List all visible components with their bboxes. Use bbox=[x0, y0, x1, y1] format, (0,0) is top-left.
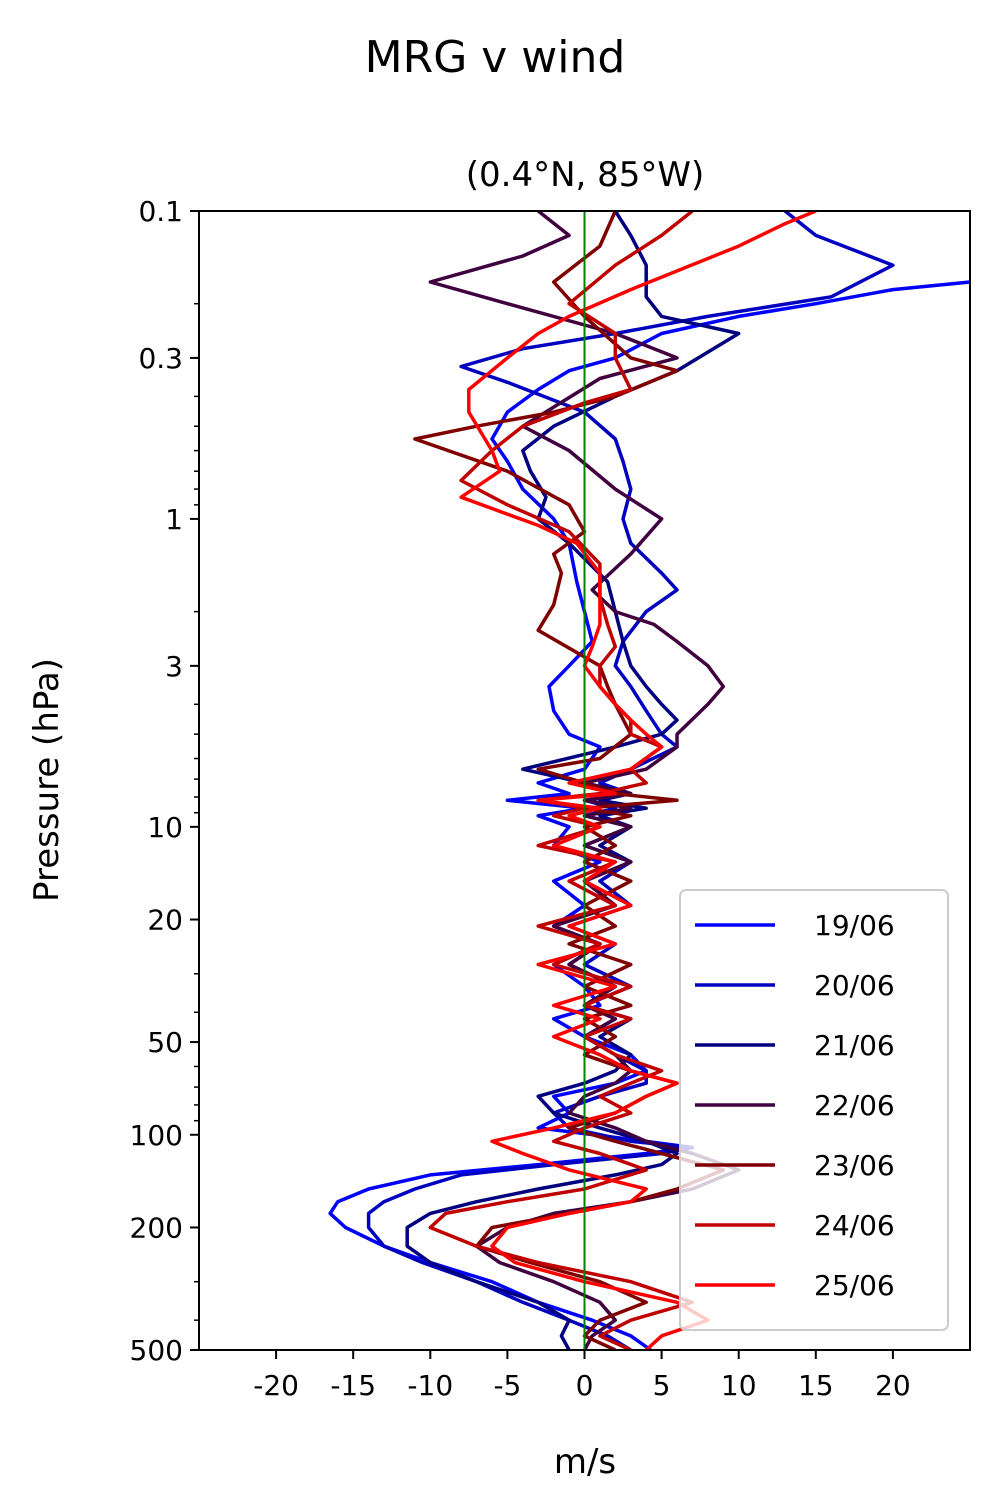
series-line-5 bbox=[413, 211, 726, 1350]
chart-title: (0.4°N, 85°W) bbox=[466, 155, 705, 195]
x-tick-label: -10 bbox=[407, 1369, 453, 1402]
y-axis-label: Pressure (hPa) bbox=[27, 658, 67, 902]
chart-suptitle: MRG v wind bbox=[365, 32, 626, 83]
legend-label: 23/06 bbox=[814, 1149, 895, 1182]
legend-label: 22/06 bbox=[814, 1089, 895, 1122]
y-tick-label: 20 bbox=[147, 904, 183, 937]
series-line-7 bbox=[459, 211, 817, 1350]
x-axis-ticks: -20 -15 -10 -5 0 5 10 15 20 bbox=[253, 1350, 911, 1402]
plot-frame bbox=[198, 210, 971, 1351]
y-tick-label: 50 bbox=[147, 1026, 183, 1059]
x-tick-label: 10 bbox=[721, 1369, 757, 1402]
legend: 19/06 20/06 21/06 22/06 23/06 24/06 25/06 bbox=[679, 889, 949, 1331]
legend-label: 25/06 bbox=[814, 1269, 895, 1302]
y-tick-label: 500 bbox=[130, 1334, 183, 1367]
y-axis-ticks: 0.1 0.3 1 3 10 20 50 100 200 500 bbox=[130, 195, 199, 1367]
series-line-3 bbox=[405, 211, 741, 1350]
x-tick-label: -5 bbox=[493, 1369, 521, 1402]
legend-label: 21/06 bbox=[814, 1029, 895, 1062]
y-tick-label: 0.3 bbox=[138, 342, 183, 375]
y-tick-label: 3 bbox=[165, 650, 183, 683]
y-tick-label: 100 bbox=[130, 1119, 183, 1152]
x-tick-label: -20 bbox=[253, 1369, 299, 1402]
y-tick-label: 1 bbox=[165, 503, 183, 536]
legend-box bbox=[679, 889, 949, 1331]
y-tick-label: 10 bbox=[147, 811, 183, 844]
y-tick-label: 0.1 bbox=[138, 195, 183, 228]
x-tick-label: 20 bbox=[875, 1369, 911, 1402]
x-axis-label: m/s bbox=[554, 1442, 616, 1482]
legend-label: 19/06 bbox=[814, 909, 895, 942]
x-tick-label: 0 bbox=[576, 1369, 594, 1402]
legend-label: 24/06 bbox=[814, 1209, 895, 1242]
series-line-1 bbox=[328, 280, 970, 1350]
x-tick-label: 5 bbox=[653, 1369, 671, 1402]
legend-label: 20/06 bbox=[814, 969, 895, 1002]
y-tick-label: 200 bbox=[130, 1211, 183, 1244]
x-tick-label: -15 bbox=[330, 1369, 376, 1402]
x-tick-label: 15 bbox=[798, 1369, 834, 1402]
